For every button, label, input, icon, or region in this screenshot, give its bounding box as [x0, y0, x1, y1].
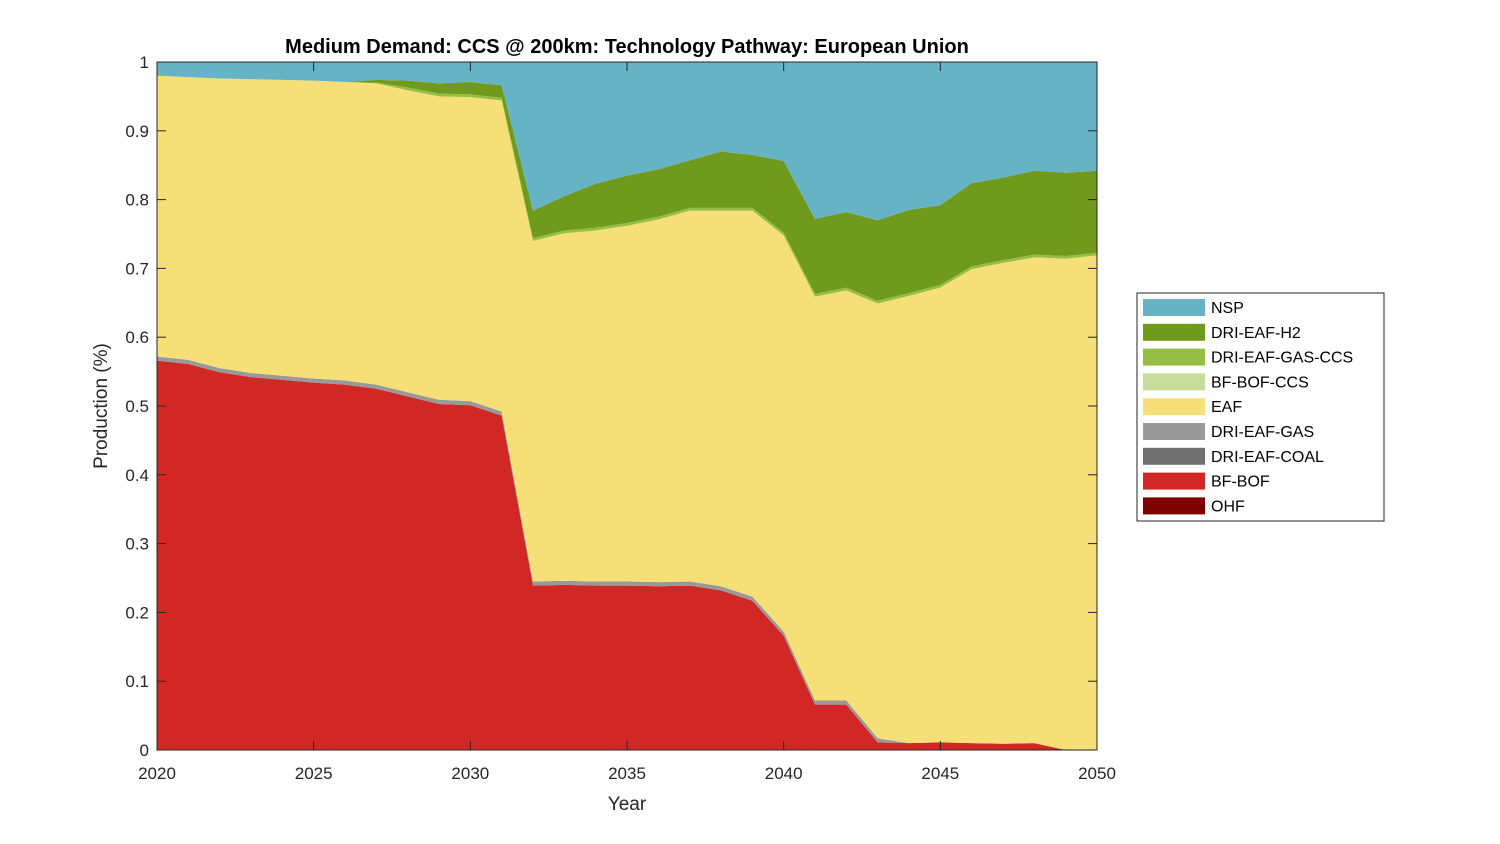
legend-swatch-ohf: [1143, 497, 1205, 515]
legend-swatch-dri-eaf-gas: [1143, 423, 1205, 440]
legend-label-dri-eaf-gas: DRI-EAF-GAS: [1211, 424, 1314, 441]
y-tick-label: 0.7: [125, 259, 149, 278]
legend: NSP DRI-EAF-H2 DRI-EAF-GAS-CCS BF-BOF-CCS EA…: [1136, 292, 1385, 522]
legend-label-dri-eaf-coal: DRI-EAF-COAL: [1211, 449, 1324, 466]
y-tick-label: 1: [140, 53, 149, 72]
y-tick-label: 0.1: [125, 672, 149, 691]
area-layers: [157, 62, 1097, 750]
y-tick-label: 0.8: [125, 191, 149, 210]
x-tick-label: 2050: [1078, 764, 1116, 783]
legend-label-bf-bof: BF-BOF: [1211, 474, 1270, 491]
y-axis-label: Production (%): [91, 343, 112, 469]
x-axis-ticks: 2020 2025 2030 2035 2040 2045 2050: [138, 62, 1116, 783]
area-eaf: [157, 75, 1097, 750]
x-tick-label: 2020: [138, 764, 176, 783]
area-bf-bof: [157, 360, 1097, 750]
legend-swatch-dri-eaf-h2: [1143, 323, 1205, 341]
chart-title: Medium Demand: CCS @ 200km: Technology P…: [285, 36, 969, 58]
legend-swatch-nsp: [1143, 299, 1205, 316]
legend-swatch-dri-eaf-gas-ccs: [1143, 348, 1205, 366]
y-tick-label: 0: [140, 741, 149, 760]
x-tick-label: 2025: [295, 764, 333, 783]
x-tick-label: 2045: [921, 764, 959, 783]
legend-label-eaf: EAF: [1211, 399, 1242, 416]
y-tick-label: 0.3: [125, 535, 149, 554]
legend-label-dri-eaf-gas-ccs: DRI-EAF-GAS-CCS: [1211, 350, 1353, 367]
legend-label-nsp: NSP: [1211, 300, 1244, 317]
y-tick-label: 0.4: [125, 466, 149, 485]
y-tick-label: 0.9: [125, 122, 149, 141]
x-axis-label: Year: [608, 794, 647, 815]
legend-label-dri-eaf-h2: DRI-EAF-H2: [1211, 325, 1301, 342]
legend-swatch-dri-eaf-coal: [1143, 447, 1205, 465]
legend-swatch-bf-bof-ccs: [1143, 373, 1205, 391]
x-tick-label: 2040: [765, 764, 803, 783]
legend-label-bf-bof-ccs: BF-BOF-CCS: [1211, 374, 1309, 391]
legend-swatch-bf-bof: [1143, 472, 1205, 490]
legend-swatch-eaf: [1143, 398, 1205, 416]
y-tick-label: 0.6: [125, 328, 149, 347]
y-tick-label: 0.2: [125, 603, 149, 622]
x-tick-label: 2030: [451, 764, 489, 783]
legend-label-ohf: OHF: [1211, 498, 1245, 515]
y-axis-ticks: 0 0.1 0.2 0.3 0.4 0.5 0.6 0.7 0.8 0.9 1: [125, 53, 1097, 760]
area-nsp: [157, 62, 1097, 221]
x-tick-label: 2035: [608, 764, 646, 783]
area-dri-eaf-h2: [157, 75, 1097, 301]
y-tick-label: 0.5: [125, 397, 149, 416]
